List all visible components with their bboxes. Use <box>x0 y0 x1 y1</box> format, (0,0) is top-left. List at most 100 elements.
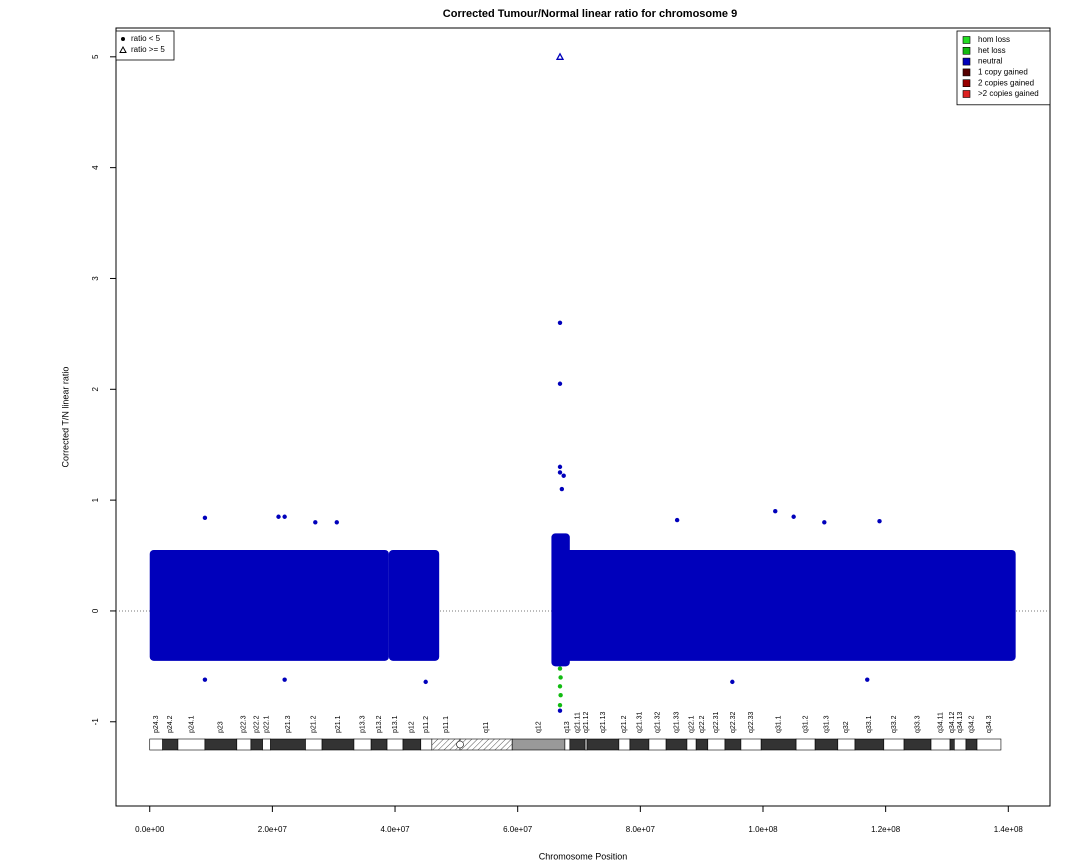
x-tick-label: 4.0e+07 <box>380 825 410 834</box>
point <box>557 708 563 713</box>
cytoband-label: q34.11 <box>937 712 944 733</box>
point <box>557 464 563 470</box>
cytoband-label: q31.3 <box>823 715 830 733</box>
point <box>557 684 563 689</box>
legend-swatch <box>962 79 971 87</box>
cytoband <box>177 738 206 751</box>
cytoband <box>930 738 951 751</box>
y-axis-label: Corrected T/N linear ratio <box>60 367 70 468</box>
y-tick-label: -1 <box>91 718 100 726</box>
cytoband-label: q22.32 <box>730 711 737 733</box>
cytoband-label: q21.12 <box>583 711 590 733</box>
cytoband-label: q21.33 <box>673 711 680 733</box>
cytoband-label: q22.2 <box>699 715 706 733</box>
cytoband <box>686 738 697 751</box>
point-cloud <box>554 549 1016 661</box>
cytoband-label: q34.3 <box>986 715 993 733</box>
point <box>773 509 778 514</box>
point <box>674 517 680 523</box>
cytoband-label: p24.1 <box>188 715 195 733</box>
y-tick-label: 1 <box>91 497 100 502</box>
point <box>557 702 563 708</box>
cytoband-label: p13.3 <box>359 715 366 733</box>
cytoband <box>149 738 163 751</box>
cytoband-label: q22.1 <box>688 715 695 733</box>
point <box>557 470 563 475</box>
cytoband <box>511 738 566 751</box>
cytoband <box>459 738 513 751</box>
cytoband <box>949 738 955 751</box>
legend-label: ratio >= 5 <box>131 45 165 54</box>
cytoband-label: p21.1 <box>335 715 342 733</box>
legend-label: hom loss <box>978 35 1010 44</box>
y-tick-label: 0 <box>91 608 100 613</box>
cytoband <box>204 738 238 751</box>
cytoband <box>353 738 372 751</box>
point <box>558 692 563 698</box>
point-triangle <box>555 52 565 60</box>
cytoband-label: q21.2 <box>621 715 628 733</box>
y-tick-label: 4 <box>91 165 100 170</box>
plot-frame <box>115 27 1051 807</box>
point <box>561 473 566 478</box>
cytoband <box>586 738 620 751</box>
cytoband-label: p21.2 <box>311 715 318 733</box>
cytoband <box>648 738 667 751</box>
y-tick-label: 2 <box>91 387 100 392</box>
point <box>791 514 796 519</box>
cytoband <box>262 738 271 751</box>
cytoband-label: q21.32 <box>654 711 661 733</box>
cytoband-label: q32 <box>843 721 850 733</box>
cytoband <box>564 738 571 751</box>
legend-label: ratio < 5 <box>131 34 161 43</box>
cytoband-label: p22.1 <box>263 715 270 733</box>
cytoband-label: q33.1 <box>866 715 873 733</box>
cytoband <box>370 738 388 751</box>
cytoband <box>854 738 885 751</box>
legend-label: >2 copies gained <box>978 89 1039 98</box>
cytoband <box>236 738 252 751</box>
cytoband-label: p11.1 <box>443 716 450 733</box>
cytoband-label: p24.2 <box>167 715 174 733</box>
cytoband <box>270 738 306 751</box>
cytoband-label: p23 <box>218 721 225 733</box>
cytoband <box>386 738 404 751</box>
cytoband-label: p13.1 <box>392 715 399 733</box>
point <box>730 679 735 685</box>
cytoband-label: q31.2 <box>802 715 809 733</box>
cytoband <box>740 738 762 751</box>
cytoband-label: p24.3 <box>153 715 160 733</box>
chart-title: Corrected Tumour/Normal linear ratio for… <box>443 8 737 20</box>
cytoband-label: q21.31 <box>636 711 643 733</box>
y-tick-label: 5 <box>91 54 100 59</box>
legend-marker <box>119 45 127 53</box>
x-tick-label: 1.0e+08 <box>748 825 778 834</box>
cytoband-label: q34.12 <box>949 711 956 733</box>
cytoband <box>665 738 688 751</box>
x-tick-label: 2.0e+07 <box>258 825 288 834</box>
point <box>557 666 563 671</box>
cytoband <box>431 738 461 751</box>
x-tick-label: 6.0e+07 <box>503 825 533 834</box>
point <box>557 320 563 325</box>
cytoband-label: q31.1 <box>775 715 782 733</box>
shape-legend-box <box>115 30 175 61</box>
cytoband-label: p13.2 <box>376 715 383 733</box>
point-cloud <box>388 549 440 661</box>
legend-swatch <box>962 57 971 66</box>
cytoband <box>629 738 650 751</box>
cytoband-label: p11.2 <box>423 716 430 733</box>
cytoband-label: q33.3 <box>914 715 921 733</box>
cytoband <box>695 738 709 751</box>
point <box>282 514 287 519</box>
cytoband <box>965 738 978 751</box>
point <box>202 677 208 682</box>
point <box>865 677 870 682</box>
cytoband <box>305 738 323 751</box>
x-tick-label: 1.4e+08 <box>994 825 1024 834</box>
point <box>822 520 827 525</box>
cytoband <box>883 738 905 751</box>
legend-marker <box>121 37 125 41</box>
cytoband-label: q12 <box>535 721 542 733</box>
x-tick-label: 1.2e+08 <box>871 825 901 834</box>
